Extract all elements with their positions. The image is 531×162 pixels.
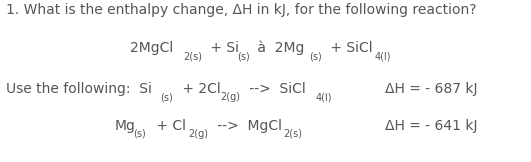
Text: ΔH = - 641 kJ: ΔH = - 641 kJ <box>385 119 477 133</box>
Text: -->  SiCl: --> SiCl <box>245 82 306 96</box>
Text: 2(g): 2(g) <box>188 129 208 139</box>
Text: à  2Mg: à 2Mg <box>253 40 304 55</box>
Text: 2(s): 2(s) <box>283 129 302 139</box>
Text: 1. What is the enthalpy change, ΔH in kJ, for the following reaction?: 1. What is the enthalpy change, ΔH in kJ… <box>6 3 476 17</box>
Text: 2MgCl: 2MgCl <box>130 41 173 55</box>
Text: (s): (s) <box>309 51 322 61</box>
Text: 2(g): 2(g) <box>220 92 240 102</box>
Text: + 2Cl: + 2Cl <box>178 82 221 96</box>
Text: 4(l): 4(l) <box>316 92 332 102</box>
Text: 4(l): 4(l) <box>375 51 391 61</box>
Text: (s): (s) <box>133 129 145 139</box>
Text: 2(s): 2(s) <box>183 51 202 61</box>
Text: ΔH = - 687 kJ: ΔH = - 687 kJ <box>385 82 477 96</box>
Text: + Si: + Si <box>206 41 239 55</box>
Text: -->  MgCl: --> MgCl <box>213 119 282 133</box>
Text: Use the following:  Si: Use the following: Si <box>6 82 152 96</box>
Text: (s): (s) <box>160 92 173 102</box>
Text: (s): (s) <box>237 51 250 61</box>
Text: + SiCl: + SiCl <box>326 41 373 55</box>
Text: Mg: Mg <box>115 119 136 133</box>
Text: + Cl: + Cl <box>152 119 186 133</box>
